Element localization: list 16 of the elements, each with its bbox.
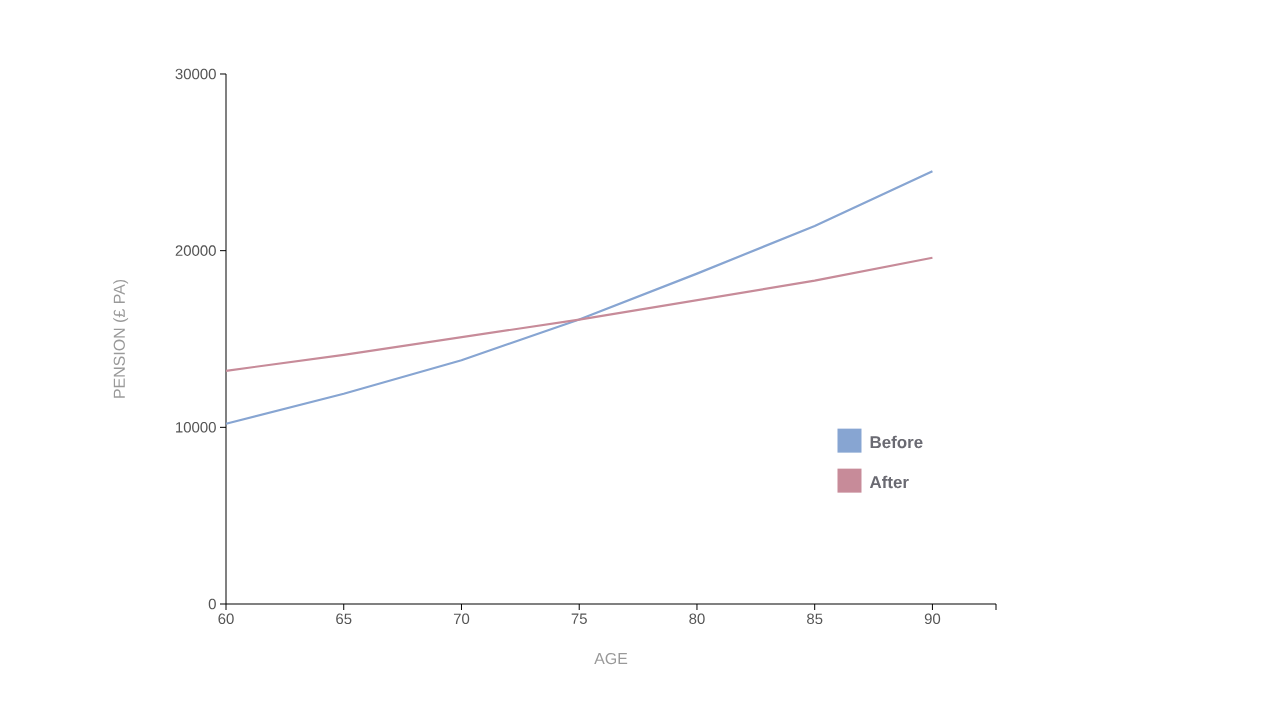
line-series bbox=[224, 170, 934, 425]
y-tick-label: 0 bbox=[208, 598, 216, 610]
x-tick-label: 75 bbox=[571, 613, 587, 624]
x-tick-label: 85 bbox=[807, 613, 823, 625]
y-tick-label: 30000 bbox=[175, 68, 216, 80]
y-tick-label: 20000 bbox=[175, 245, 216, 256]
x-axis-title: AGE bbox=[594, 652, 628, 665]
x-tick-label: 65 bbox=[336, 613, 352, 625]
y-axis-title: PENSION (£ PA) bbox=[113, 279, 129, 398]
y-tick-label: 10000 bbox=[176, 422, 216, 433]
x-tick-label: 80 bbox=[689, 613, 705, 625]
x-tick-label: 70 bbox=[453, 613, 470, 625]
legend-label: Before bbox=[870, 435, 923, 449]
x-tick-label: 90 bbox=[924, 613, 941, 625]
legend-label: After bbox=[869, 475, 909, 489]
x-tick-label: 60 bbox=[218, 613, 234, 625]
